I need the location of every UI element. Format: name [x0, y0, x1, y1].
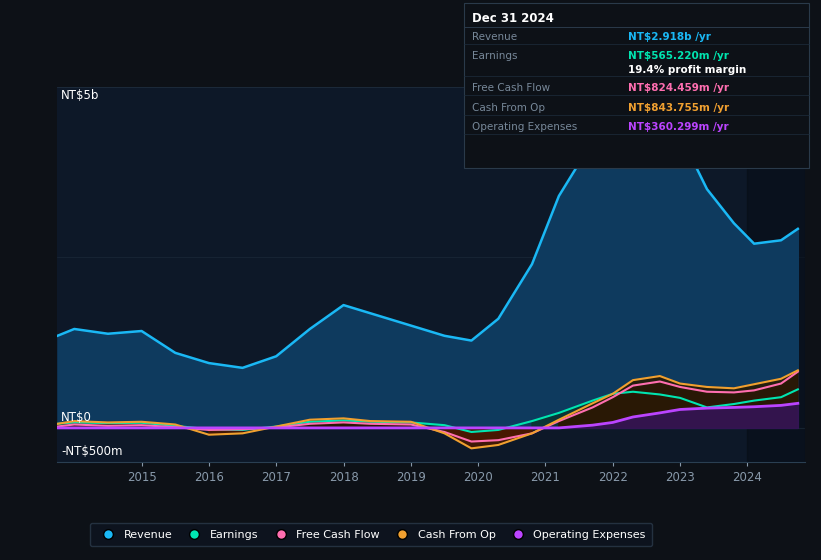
Text: NT$824.459m /yr: NT$824.459m /yr: [628, 83, 729, 94]
Text: NT$5b: NT$5b: [62, 88, 99, 102]
Text: NT$0: NT$0: [62, 411, 92, 424]
Legend: Revenue, Earnings, Free Cash Flow, Cash From Op, Operating Expenses: Revenue, Earnings, Free Cash Flow, Cash …: [90, 523, 653, 547]
Text: NT$2.918b /yr: NT$2.918b /yr: [628, 32, 711, 42]
Text: 19.4% profit margin: 19.4% profit margin: [628, 66, 746, 76]
Bar: [747, 87, 805, 462]
Text: Cash From Op: Cash From Op: [472, 103, 545, 113]
Text: Earnings: Earnings: [472, 52, 517, 61]
Text: NT$843.755m /yr: NT$843.755m /yr: [628, 103, 729, 113]
Text: Operating Expenses: Operating Expenses: [472, 122, 577, 132]
Text: NT$360.299m /yr: NT$360.299m /yr: [628, 122, 729, 132]
Text: NT$565.220m /yr: NT$565.220m /yr: [628, 52, 729, 61]
Text: Free Cash Flow: Free Cash Flow: [472, 83, 550, 94]
Text: Revenue: Revenue: [472, 32, 517, 42]
Text: -NT$500m: -NT$500m: [62, 445, 122, 458]
Text: Dec 31 2024: Dec 31 2024: [472, 12, 554, 25]
